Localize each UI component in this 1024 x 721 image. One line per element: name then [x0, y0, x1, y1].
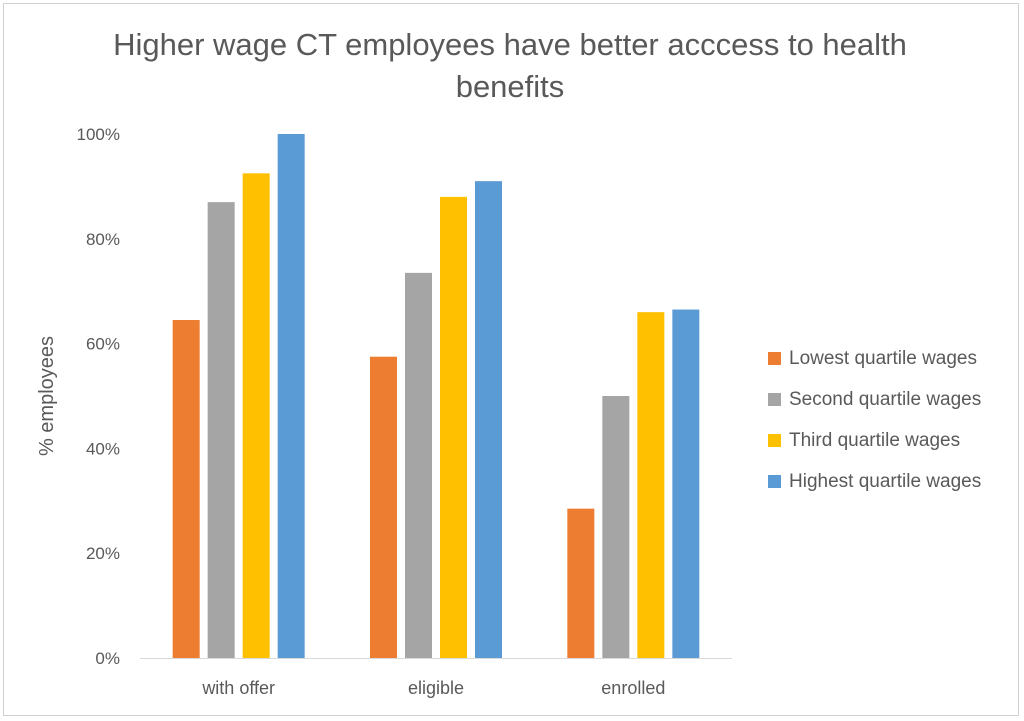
- chart-area: [3, 3, 1019, 716]
- bar: [242, 173, 270, 659]
- bar: [672, 309, 700, 658]
- y-axis-label: % employees: [36, 336, 58, 456]
- legend-label: Third quartile wages: [789, 429, 961, 451]
- bar: [370, 356, 397, 658]
- y-tick-label: 60%: [86, 335, 120, 354]
- bar: [567, 508, 595, 658]
- chart-legend: Lowest quartile wages Second quartile wag…: [768, 338, 981, 502]
- y-tick-label: 80%: [86, 230, 120, 249]
- y-tick-label: 100%: [77, 125, 120, 144]
- x-category-label: with offer: [201, 678, 275, 698]
- legend-label: Lowest quartile wages: [789, 347, 977, 369]
- legend-item: Second quartile wages: [768, 379, 981, 420]
- legend-label: Second quartile wages: [789, 388, 982, 410]
- bar: [207, 202, 235, 658]
- legend-item: Third quartile wages: [768, 420, 981, 461]
- legend-swatch: [768, 352, 781, 365]
- legend-swatch: [768, 475, 781, 488]
- x-category-label: enrolled: [601, 678, 665, 698]
- y-tick-label: 40%: [86, 439, 120, 458]
- legend-item: Highest quartile wages: [768, 461, 981, 502]
- bar: [602, 396, 630, 658]
- x-category-label: eligible: [408, 678, 464, 698]
- bar: [475, 181, 502, 658]
- legend-label: Highest quartile wages: [789, 470, 982, 492]
- y-tick-label: 0%: [95, 649, 120, 668]
- legend-swatch: [768, 434, 781, 447]
- chart-title: Higher wage CT employees have better acc…: [113, 27, 907, 104]
- bar: [637, 312, 665, 658]
- legend-item: Lowest quartile wages: [768, 338, 981, 379]
- bar: [405, 272, 432, 658]
- bar: [277, 134, 305, 658]
- bar: [440, 196, 467, 658]
- legend-swatch: [768, 393, 781, 406]
- bar: [172, 320, 200, 658]
- y-tick-label: 20%: [86, 544, 120, 563]
